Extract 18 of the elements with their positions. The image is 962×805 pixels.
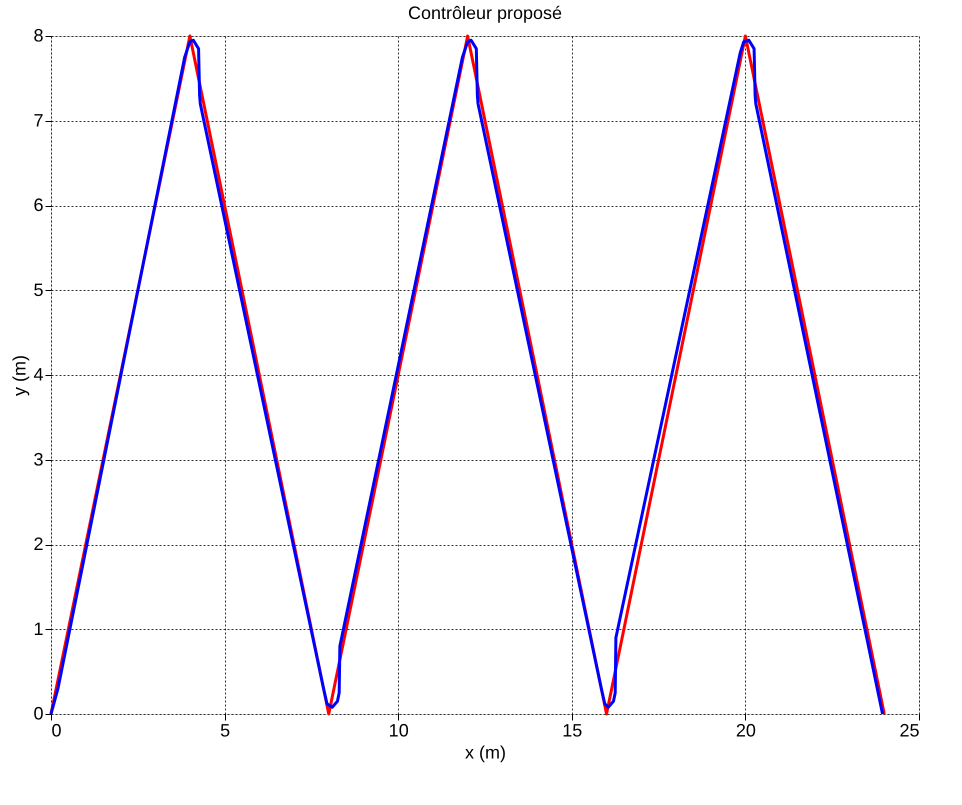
y-tick-label: 8 xyxy=(33,26,44,46)
x-tick-label: 0 xyxy=(52,720,62,740)
x-tick-label: 5 xyxy=(220,720,230,740)
y-axis-title: y (m) xyxy=(9,355,30,396)
y-tick-label: 4 xyxy=(33,364,44,384)
y-tick-label: 6 xyxy=(33,195,44,215)
y-tick-label: 0 xyxy=(33,704,44,724)
y-tick-label: 5 xyxy=(33,280,44,300)
x-axis-title: x (m) xyxy=(465,742,506,762)
x-tick-label: 10 xyxy=(388,720,409,740)
y-tick-label: 1 xyxy=(33,618,44,639)
y-tick-label: 3 xyxy=(33,449,44,470)
chart-title: Contrôleur proposé xyxy=(408,3,562,23)
y-tick-label: 7 xyxy=(33,110,44,130)
x-tick-label: 20 xyxy=(736,720,756,740)
x-tick-label: 25 xyxy=(899,720,920,740)
y-tick-label: 2 xyxy=(33,534,44,554)
x-tick-label: 15 xyxy=(562,720,582,740)
